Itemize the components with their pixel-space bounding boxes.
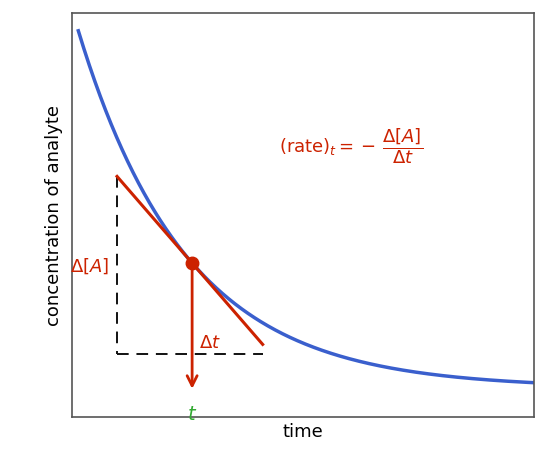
Y-axis label: concentration of analyte: concentration of analyte <box>45 105 63 325</box>
X-axis label: time: time <box>282 422 323 440</box>
Text: $(\mathrm{rate})_t = -\,\dfrac{\Delta[A]}{\Delta t}$: $(\mathrm{rate})_t = -\,\dfrac{\Delta[A]… <box>279 126 424 166</box>
Text: $\Delta t$: $\Delta t$ <box>199 333 221 351</box>
Text: $\Delta[A]$: $\Delta[A]$ <box>70 256 109 275</box>
Text: $t$: $t$ <box>187 404 197 423</box>
